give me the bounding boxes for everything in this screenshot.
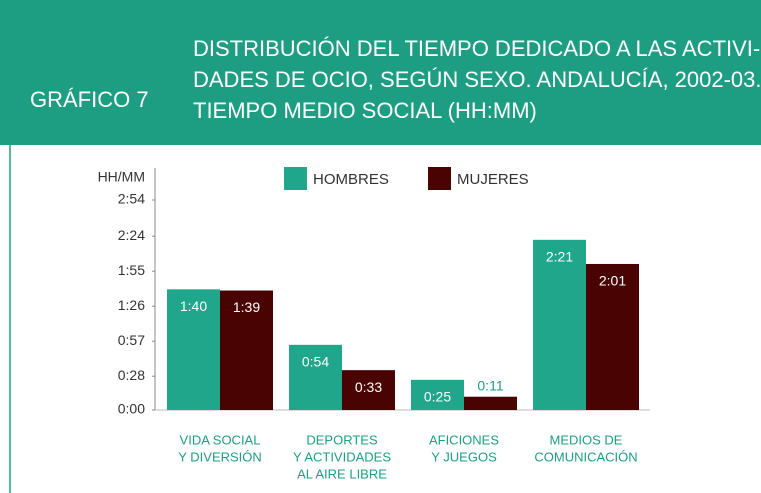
x-tick-label: AFICIONES [429,432,499,447]
chart-label: GRÁFICO 7 [30,87,149,112]
y-tick-label: 1:26 [118,297,145,313]
x-tick-label: COMUNICACIÓN [534,449,637,464]
bar [289,344,342,410]
chart-title: DADES DE OCIO, SEGÚN SEXO. ANDALUCÍA, 20… [193,67,761,92]
header-band [0,0,761,145]
bar [220,290,273,410]
value-label: 2:21 [546,249,573,265]
legend-label: MUJERES [457,171,529,188]
legend-label: HOMBRES [313,171,389,188]
x-tick-label: DEPORTES [306,432,378,447]
y-axis-label: HH/MM [98,169,145,185]
y-tick-label: 0:00 [118,401,145,417]
legend-swatch [428,167,451,190]
value-label: 0:25 [424,389,451,405]
bar [464,396,517,410]
y-tick-label: 0:57 [118,332,145,348]
bar [167,289,220,410]
legend-swatch [284,167,307,190]
bar [586,263,639,410]
y-tick-label: 1:55 [118,262,145,278]
y-tick-label: 2:54 [118,191,145,207]
value-label: 0:11 [477,377,503,393]
value-label: 2:01 [599,273,626,289]
x-tick-label: AL AIRE LIBRE [297,466,387,481]
x-tick-label: MEDIOS DE [550,432,623,447]
x-tick-label: Y ACTIVIDADES [293,449,391,464]
y-tick-label: 0:28 [118,367,145,383]
value-label: 1:39 [233,299,260,315]
x-tick-label: Y DIVERSIÓN [178,449,262,464]
chart-title: DISTRIBUCIÓN DEL TIEMPO DEDICADO A LAS A… [193,36,760,61]
bar [342,370,395,410]
bar [411,379,464,410]
value-label: 0:33 [355,379,382,395]
bar [533,239,586,410]
x-tick-label: Y JUEGOS [431,449,497,464]
x-tick-label: VIDA SOCIAL [180,432,261,447]
value-label: 1:40 [180,298,207,314]
y-tick-label: 2:24 [118,227,145,243]
chart-title: TIEMPO MEDIO SOCIAL (HH:MM) [193,98,537,123]
value-label: 0:54 [302,354,329,370]
